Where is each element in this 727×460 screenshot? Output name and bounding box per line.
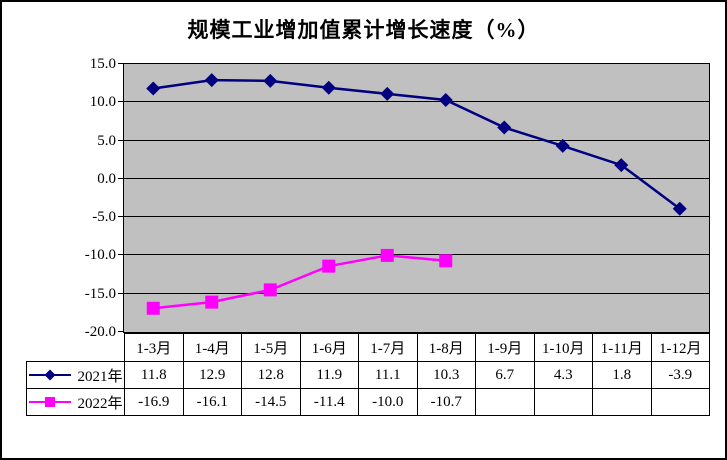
month-header-cell: 1-8月 bbox=[416, 333, 476, 362]
series-marker-2021年 bbox=[672, 201, 687, 216]
month-header-cell: 1-5月 bbox=[241, 333, 301, 362]
series-marker-2021年 bbox=[380, 86, 395, 101]
value-cell: -3.9 bbox=[650, 361, 710, 389]
legend-label: 2022年 bbox=[77, 395, 123, 412]
y-axis-label: 10.0 bbox=[89, 94, 116, 111]
legend-marker-2022年 bbox=[29, 397, 72, 407]
value-cell: 1.8 bbox=[592, 361, 652, 389]
y-axis-tick bbox=[118, 331, 124, 332]
month-header-cell: 1-4月 bbox=[182, 333, 242, 362]
value-cell bbox=[650, 388, 710, 416]
y-axis-label: 0.0 bbox=[97, 170, 116, 187]
series-line-2021年 bbox=[153, 78, 681, 210]
series-marker-2021年 bbox=[321, 80, 336, 95]
y-axis-label: -5.0 bbox=[92, 209, 116, 226]
month-header-cell: 1-3月 bbox=[124, 333, 184, 362]
data-table: 1-3月 1-4月 1-5月 1-6月 1-7月 1-8月 1-9月 1-10月 1-11月 1-… bbox=[26, 333, 710, 416]
series-marker-2022年 bbox=[146, 301, 160, 315]
series-marker-2021年 bbox=[555, 138, 570, 153]
y-axis-label: -10.0 bbox=[84, 247, 116, 264]
month-header-cell: 1-12月 bbox=[650, 333, 710, 362]
series-line-2022年 bbox=[153, 254, 446, 310]
value-cell: 11.8 bbox=[124, 361, 184, 389]
legend-marker-2021年 bbox=[29, 369, 72, 381]
value-cell: -14.5 bbox=[241, 388, 301, 416]
y-axis-label: -15.0 bbox=[84, 285, 116, 302]
y-axis-tick bbox=[118, 101, 124, 103]
plot-area bbox=[123, 63, 710, 333]
series-marker-2022年 bbox=[380, 248, 394, 262]
month-header-cell: 1-10月 bbox=[533, 333, 593, 362]
month-header-cell: 1-6月 bbox=[299, 333, 359, 362]
series-marker-2022年 bbox=[439, 254, 453, 268]
value-cell: -11.4 bbox=[299, 388, 359, 416]
y-axis-tick bbox=[118, 139, 124, 141]
y-axis-tick bbox=[118, 292, 124, 294]
value-cell bbox=[592, 388, 652, 416]
series-marker-2021年 bbox=[438, 92, 453, 107]
value-cell bbox=[475, 388, 535, 416]
table-corner-blank bbox=[27, 334, 125, 362]
gridline bbox=[124, 216, 709, 218]
value-cell: 10.3 bbox=[416, 361, 476, 389]
gridline bbox=[124, 292, 709, 294]
legend-cell: 2021年 bbox=[26, 361, 125, 389]
gridline bbox=[124, 101, 709, 103]
series-marker-2021年 bbox=[204, 73, 219, 88]
value-cell: -16.1 bbox=[182, 388, 242, 416]
y-axis-tick bbox=[118, 216, 124, 218]
chart-series-layer bbox=[146, 73, 687, 315]
value-cell: 4.3 bbox=[533, 361, 593, 389]
y-axis-label: 5.0 bbox=[97, 132, 116, 149]
value-cell: 6.7 bbox=[475, 361, 535, 389]
series-marker-2021年 bbox=[497, 120, 512, 135]
chart-title: 规模工业增加值累计增长速度（%） bbox=[187, 18, 540, 42]
value-cell: 12.8 bbox=[241, 361, 301, 389]
series-marker-2021年 bbox=[614, 158, 629, 173]
table-row: 2021年 11.8 12.9 12.8 11.9 11.1 10.3 6.7 4.3 1.8 -3… bbox=[26, 361, 710, 389]
gridline bbox=[124, 177, 709, 179]
month-header-cell: 1-11月 bbox=[592, 333, 652, 362]
gridline bbox=[124, 254, 709, 256]
series-marker-2022年 bbox=[263, 283, 277, 297]
value-cell: -16.9 bbox=[124, 388, 184, 416]
legend-label: 2021年 bbox=[77, 368, 123, 385]
value-cell: -10.0 bbox=[358, 388, 418, 416]
y-axis-tick bbox=[118, 177, 124, 179]
series-marker-2022年 bbox=[205, 295, 219, 309]
y-axis-tick bbox=[118, 63, 124, 64]
month-header-cell: 1-7月 bbox=[358, 333, 418, 362]
value-cell: 11.1 bbox=[358, 361, 418, 389]
y-axis-label: -20.0 bbox=[84, 324, 116, 340]
value-cell: -10.7 bbox=[416, 388, 476, 416]
value-cell: 11.9 bbox=[299, 361, 359, 389]
y-axis-tick bbox=[118, 254, 124, 256]
series-marker-2022年 bbox=[322, 259, 336, 273]
month-header-cell: 1-9月 bbox=[475, 333, 535, 362]
gridline bbox=[124, 139, 709, 141]
value-cell: 12.9 bbox=[182, 361, 242, 389]
table-row: 2022年 -16.9 -16.1 -14.5 -11.4 -10.0 -10.7 bbox=[26, 388, 710, 416]
y-axis-label: 15.0 bbox=[89, 56, 116, 72]
series-marker-2021年 bbox=[146, 81, 161, 96]
value-cell bbox=[533, 388, 593, 416]
legend-cell: 2022年 bbox=[26, 388, 125, 416]
series-marker-2021年 bbox=[263, 73, 278, 88]
